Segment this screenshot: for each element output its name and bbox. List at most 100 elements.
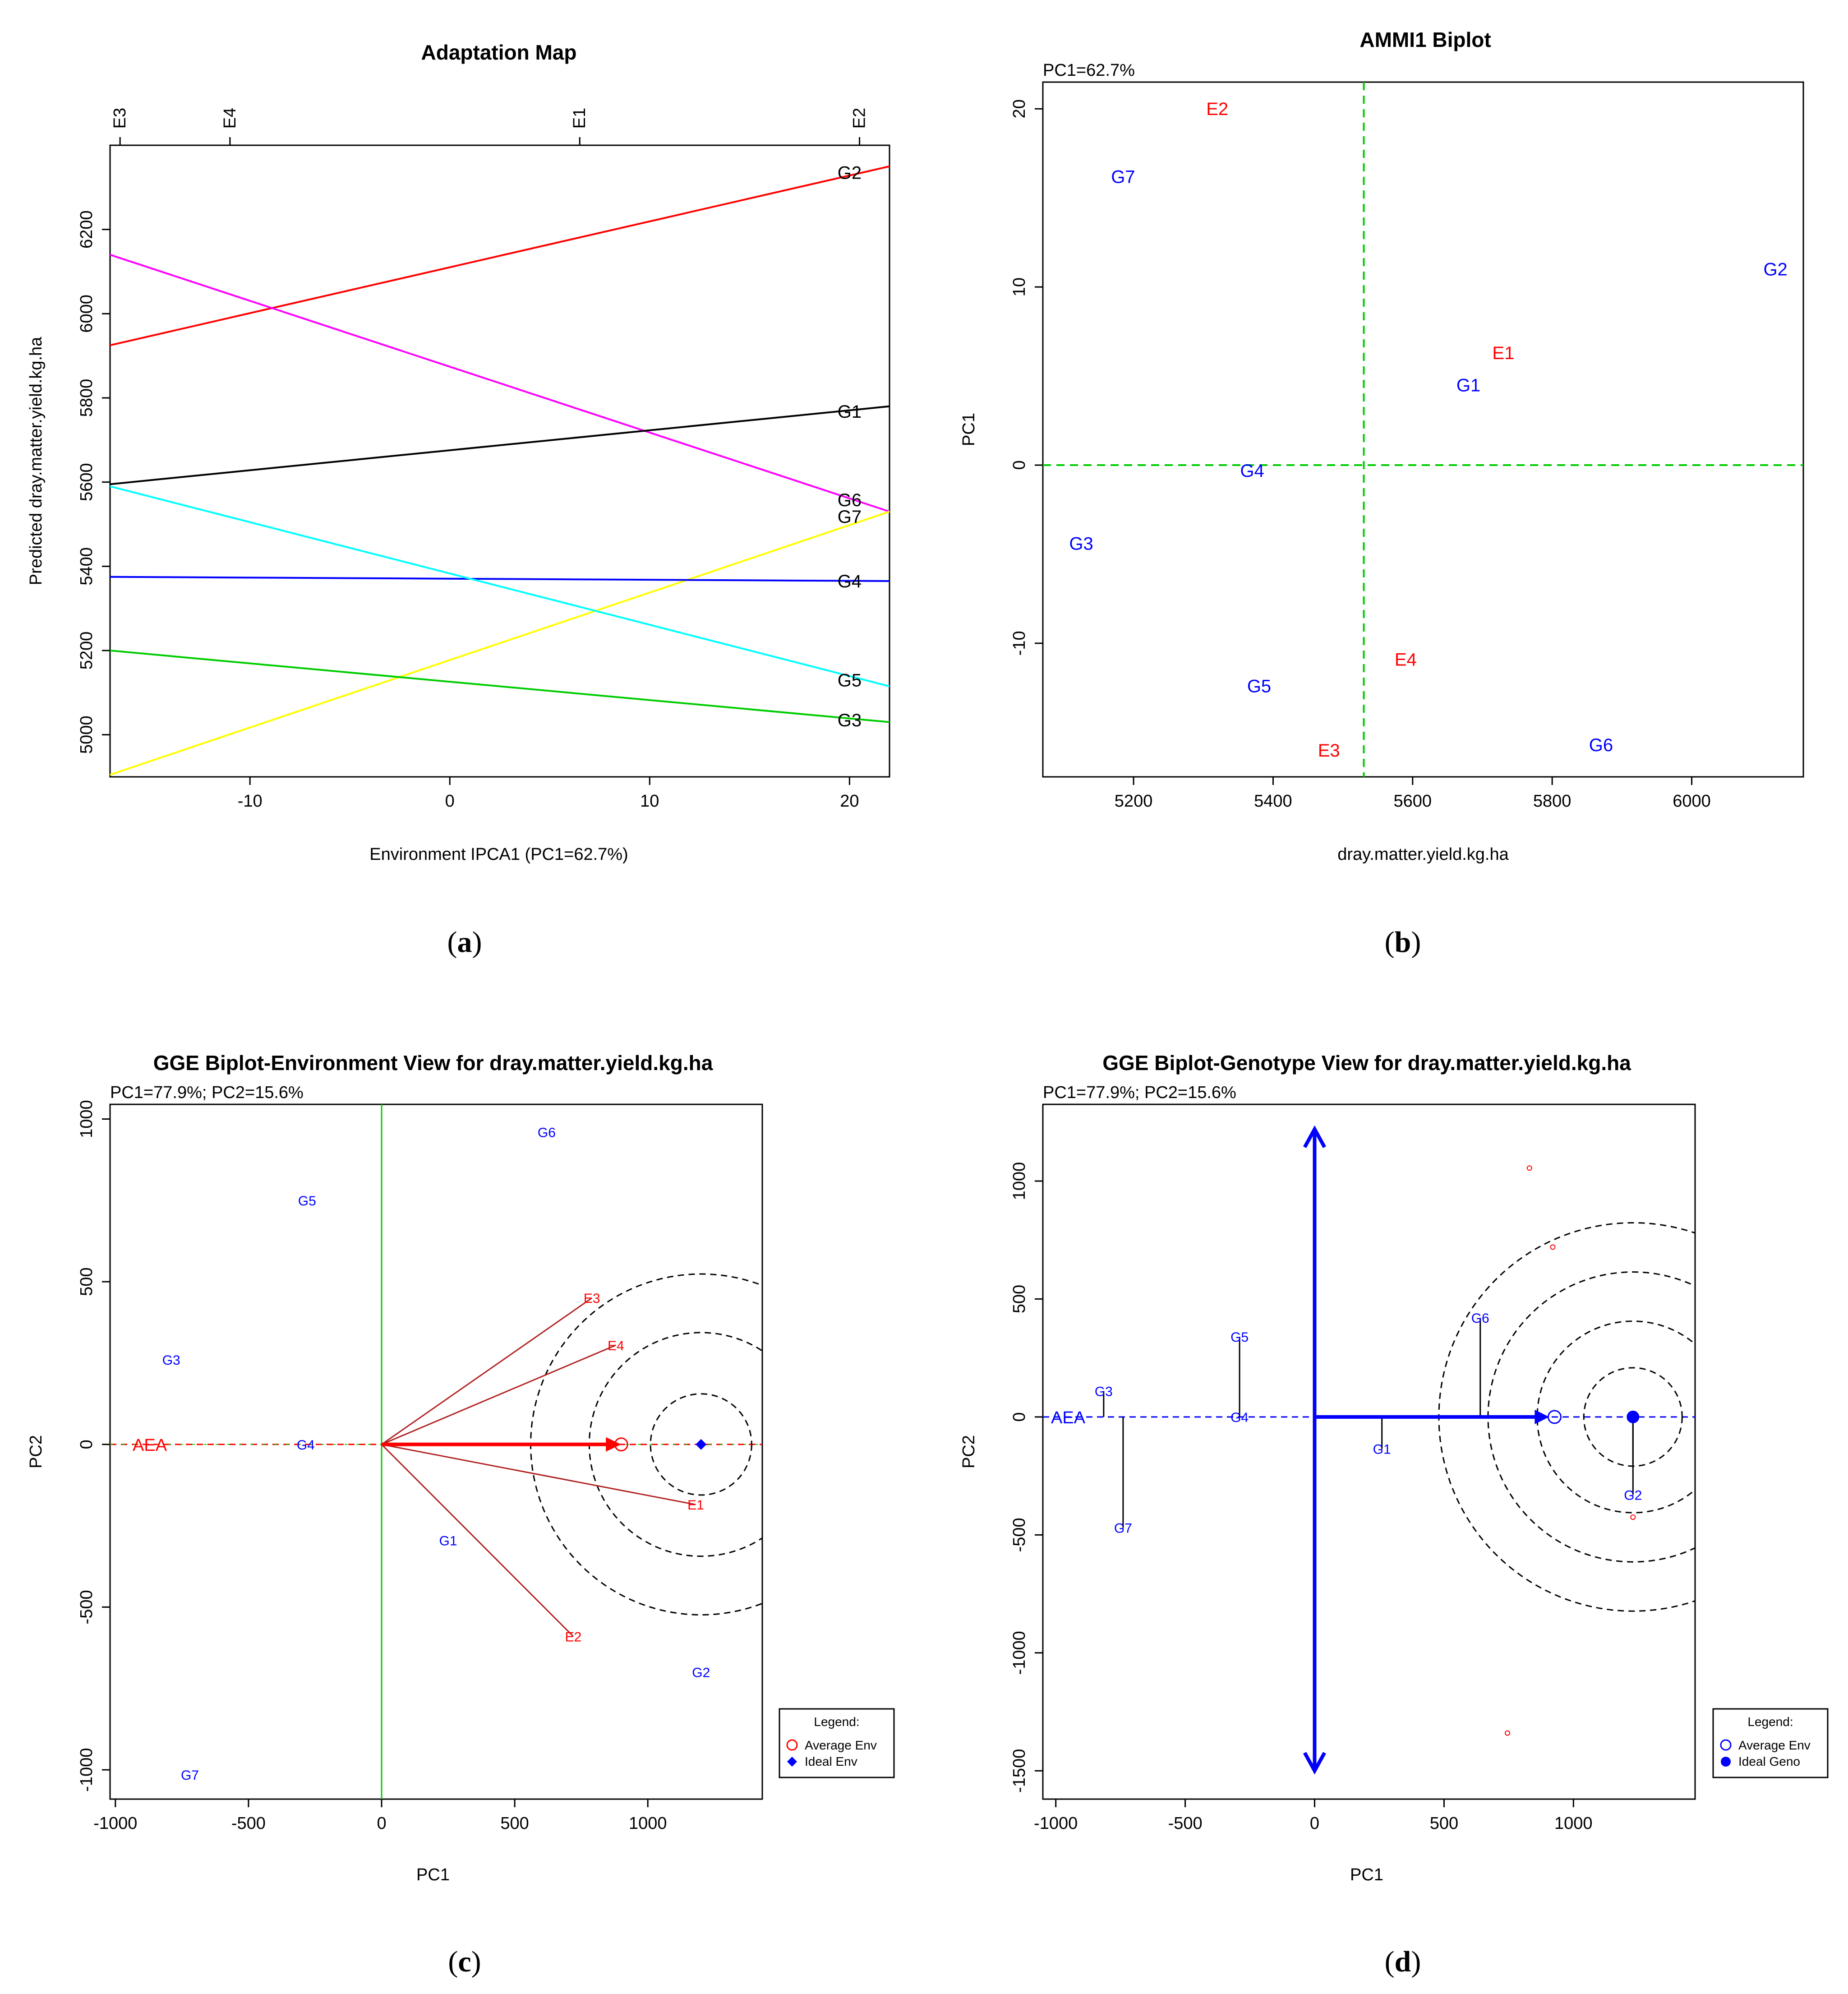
panel-b-x-tick-label: 6000 <box>1673 792 1711 811</box>
panel-d-environment-point <box>1630 1514 1636 1520</box>
panel-b-point-e2: E2 <box>1206 99 1228 119</box>
panel-a-y-tick-label: 5200 <box>77 632 96 670</box>
panel-a-series-line-g1 <box>110 405 890 485</box>
panel-c-env-vector-e4 <box>381 1344 616 1445</box>
panel-d-environment-point <box>1526 1165 1532 1171</box>
panel-d: GGE Biplot-Genotype View for dray.matter… <box>959 1051 1829 1978</box>
panel-d-average-env-marker <box>1547 1410 1562 1424</box>
panel-d-legend-ideal-label: Ideal Geno <box>1738 1754 1800 1768</box>
panel-a-y-tick-label: 5600 <box>77 463 96 501</box>
panel-d-average-arrow-head <box>1535 1409 1549 1424</box>
panel-b-x-tick-label: 5600 <box>1394 792 1432 811</box>
panel-d-plot-frame <box>1042 1103 1696 1800</box>
panel-a-plot-frame <box>109 144 890 778</box>
panel-d-genotype-label-g3: G3 <box>1095 1384 1113 1399</box>
panel-c-legend: Legend: Average Env Ideal Env <box>779 1708 895 1778</box>
panel-d-x-tick-label: 0 <box>1310 1814 1319 1833</box>
panel-d-genotype-label-g1: G1 <box>1373 1442 1391 1457</box>
panel-c-genotype-label-g4: G4 <box>297 1438 315 1453</box>
panel-b-y-tick-label: 10 <box>1010 277 1029 296</box>
panel-c-env-label-e1: E1 <box>687 1498 704 1513</box>
panel-c-legend-box <box>779 1708 895 1778</box>
panel-b-y-axis-label: PC1 <box>959 413 978 446</box>
panel-d-title: GGE Biplot-Genotype View for dray.matter… <box>1102 1051 1631 1075</box>
panel-b-point-g4: G4 <box>1240 461 1264 481</box>
panel-c-subtitle: PC1=77.9%; PC2=15.6% <box>110 1083 304 1102</box>
panel-b-point-g5: G5 <box>1247 677 1271 697</box>
panel-c-y-tick-label: -500 <box>77 1590 96 1624</box>
panel-d-legend-ideal-marker <box>1721 1757 1731 1767</box>
panel-d-genotype-label-g2: G2 <box>1624 1488 1642 1503</box>
panel-c-concentric-circle <box>650 1393 752 1496</box>
panel-c-x-axis-label: PC1 <box>416 1865 450 1884</box>
panel-b-title: AMMI1 Biplot <box>1360 28 1491 51</box>
panel-b: AMMI1 Biplot PC1=62.7% E2 G7 G2 E1 G1 G4 G3 E4 G… <box>959 28 1804 959</box>
panel-a: Adaptation Map G2 G6 G1 G7 G4 G5 G3 -10 0 10 20 5… <box>27 41 890 959</box>
panel-c-genotype-label-g2: G2 <box>692 1666 710 1680</box>
panel-b-plot-frame <box>1042 81 1804 778</box>
panel-c-genotype-label-g7: G7 <box>181 1768 199 1783</box>
panel-a-series-line-g6 <box>110 254 890 512</box>
panel-c-genotype-label-g6: G6 <box>538 1125 556 1140</box>
panel-a-x-tick-label: -10 <box>238 792 263 811</box>
panel-c-y-tick-label: 1000 <box>77 1100 96 1138</box>
panel-c-x-tick-label: 0 <box>377 1814 386 1833</box>
panel-c-legend-average-label: Average Env <box>805 1738 877 1752</box>
panel-c-y-tick-label: 0 <box>77 1440 96 1449</box>
panel-d-x-tick-label: -500 <box>1168 1814 1203 1833</box>
panel-b-subtitle: PC1=62.7% <box>1043 61 1135 80</box>
panel-a-title: Adaptation Map <box>421 41 577 64</box>
panel-a-series-line-g2 <box>110 165 890 346</box>
panel-a-series-line-g4 <box>110 576 890 582</box>
panel-c-env-vector-e2 <box>381 1444 574 1637</box>
panel-a-series-line-g7 <box>110 511 890 776</box>
panel-c-x-tick-label: -500 <box>231 1814 266 1833</box>
panel-b-point-g3: G3 <box>1069 534 1093 554</box>
panel-b-y-tick-label: -10 <box>1010 631 1029 655</box>
panel-b-x-axis-label: dray.matter.yield.kg.ha <box>1337 845 1509 864</box>
panel-d-genotype-label-g7: G7 <box>1114 1521 1132 1536</box>
panel-d-legend-box <box>1712 1708 1829 1778</box>
panel-d-x-tick-label: 1000 <box>1554 1814 1593 1833</box>
panel-c-env-vector-e3 <box>381 1297 593 1445</box>
panel-b-point-e1: E1 <box>1492 343 1514 363</box>
panel-b-point-g2: G2 <box>1763 260 1787 280</box>
panel-b-y-tick-label: 20 <box>1010 99 1029 118</box>
panel-c-legend-ideal-label: Ideal Env <box>805 1754 857 1768</box>
panel-a-series-line-g3 <box>110 650 890 723</box>
panel-c-ideal-env-marker <box>696 1439 707 1450</box>
panel-c-caption: (c) <box>448 1945 481 1978</box>
panel-a-series-label-g6: G6 <box>838 490 862 510</box>
panel-d-plot-area: G6 G5 G3 G4 G1 G7 G2 AEA <box>1043 1125 1695 1775</box>
panel-c-genotype-label-g1: G1 <box>439 1534 457 1549</box>
panel-a-series-label-g2: G2 <box>838 163 862 183</box>
panel-d-environment-point <box>1504 1730 1510 1736</box>
panel-a-y-tick-label: 6200 <box>77 210 96 249</box>
panel-c-env-label-e4: E4 <box>608 1339 624 1353</box>
panel-c-legend-ideal-marker <box>787 1757 797 1767</box>
panel-b-x-tick-label: 5400 <box>1254 792 1292 811</box>
panel-a-top-tick-label-e1: E1 <box>570 108 589 129</box>
panel-d-y-tick-label: -1500 <box>1010 1749 1029 1793</box>
panel-a-series-label-g3: G3 <box>838 711 862 730</box>
panel-d-legend: Legend: Average Env Ideal Geno <box>1712 1708 1829 1778</box>
panel-c-env-label-e3: E3 <box>584 1291 600 1306</box>
panel-c-average-arrow-head <box>606 1437 622 1452</box>
panel-c-average-env-marker <box>614 1437 628 1452</box>
panel-a-series-label-g5: G5 <box>838 670 862 690</box>
panel-a-y-tick-label: 5000 <box>77 715 96 754</box>
panel-d-legend-title: Legend: <box>1747 1715 1793 1729</box>
panel-a-y-tick-label: 5400 <box>77 547 96 586</box>
panel-c-env-vector-e1 <box>381 1444 696 1505</box>
panel-c-title: GGE Biplot-Environment View for dray.mat… <box>153 1051 713 1075</box>
panel-a-series-label-g7: G7 <box>838 507 862 527</box>
panel-c-y-tick-label: -1000 <box>77 1748 96 1791</box>
panel-b-x-tick-label: 5200 <box>1115 792 1153 811</box>
panel-b-point-g6: G6 <box>1589 735 1613 755</box>
panel-a-y-tick-label: 6000 <box>77 295 96 333</box>
panel-a-x-tick-label: 20 <box>840 792 859 811</box>
panel-b-point-g7: G7 <box>1111 167 1135 187</box>
panel-a-top-tick-label-e3: E3 <box>111 108 129 129</box>
panel-a-x-tick-label: 0 <box>445 792 455 811</box>
panel-c-x-tick-label: 1000 <box>629 1814 667 1833</box>
